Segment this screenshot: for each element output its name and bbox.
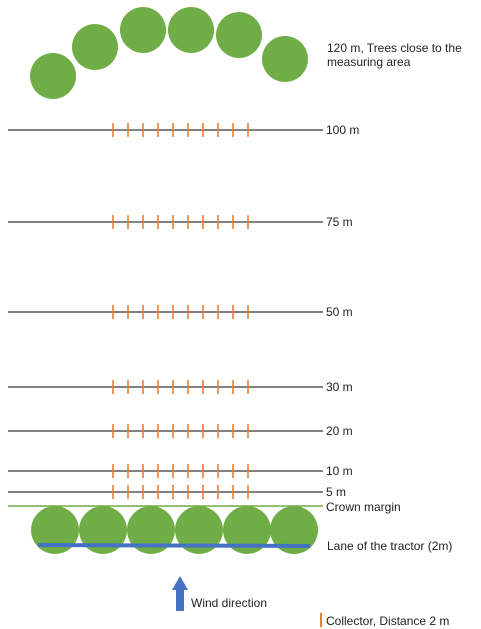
tractor-lane-label: Lane of the tractor (2m) — [327, 539, 452, 553]
trees-label-line1: 120 m, Trees close to the — [327, 41, 462, 55]
distance-line-row: 75 m — [8, 215, 353, 229]
distance-label: 30 m — [326, 380, 353, 394]
far-trees-group — [30, 7, 308, 99]
far-tree — [72, 24, 118, 70]
near-tree — [175, 506, 223, 554]
distance-line-row: 30 m — [8, 380, 353, 394]
distance-label: 5 m — [326, 485, 346, 499]
crown-margin-label: Crown margin — [326, 500, 401, 514]
far-tree — [168, 7, 214, 53]
wind-direction-label: Wind direction — [191, 596, 267, 610]
distance-line-row: 5 m — [8, 485, 346, 499]
trees-label-line2: measuring area — [327, 55, 411, 69]
distance-line-row: 100 m — [8, 123, 359, 137]
near-tree — [79, 506, 127, 554]
collector-legend-label: Collector, Distance 2 m — [326, 614, 449, 628]
distance-label: 75 m — [326, 215, 353, 229]
distance-label: 20 m — [326, 424, 353, 438]
distance-line-row: 20 m — [8, 424, 353, 438]
far-tree — [262, 36, 308, 82]
distance-label: 50 m — [326, 305, 353, 319]
tractor-lane-line — [37, 543, 311, 548]
far-tree — [120, 7, 166, 53]
distance-label: 100 m — [326, 123, 359, 137]
wind-direction-arrow-icon — [172, 576, 188, 611]
far-tree — [216, 12, 262, 58]
near-tree — [31, 506, 79, 554]
distance-lines-group: 100 m 75 m 50 m 30 m 20 m 10 m 5 m — [8, 123, 359, 499]
distance-line-row: 50 m — [8, 305, 353, 319]
far-tree — [30, 53, 76, 99]
near-tree — [223, 506, 271, 554]
near-tree — [127, 506, 175, 554]
near-tree — [270, 506, 318, 554]
near-trees-group — [31, 506, 318, 554]
distance-line-row: 10 m — [8, 464, 353, 478]
distance-label: 10 m — [326, 464, 353, 478]
